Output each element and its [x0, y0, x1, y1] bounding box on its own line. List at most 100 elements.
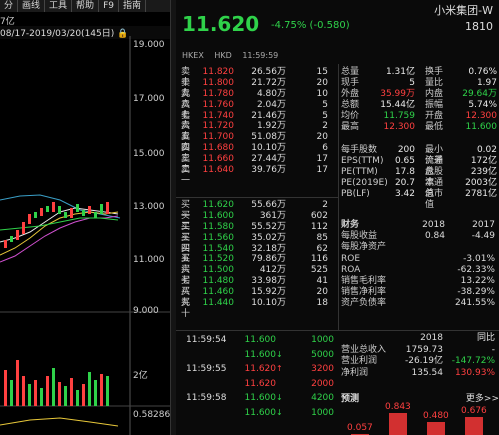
panel-divider[interactable]	[170, 0, 176, 435]
finance-row: ROA -62.33%	[341, 265, 499, 276]
stat-value-2: 29.64万	[462, 89, 497, 99]
finance-value-2018	[401, 276, 445, 287]
tab-f9[interactable]: F9	[99, 0, 119, 12]
book-separator	[176, 197, 338, 198]
bid-row[interactable]: 买五 11.540 32.18万 62	[176, 243, 338, 265]
ask-row[interactable]: 卖三 11.680 10.10万 6	[176, 143, 338, 164]
finance-label: ROA	[341, 264, 361, 275]
level-label: 买九	[181, 287, 191, 309]
valuation-label: PB(LF)	[341, 189, 370, 199]
annual-value: 1759.73	[405, 344, 443, 355]
level-volume: 27.44万	[251, 154, 286, 165]
level-count: 15	[316, 67, 328, 77]
bid-row[interactable]: 买十 11.440 10.10万 18	[176, 298, 338, 319]
tab-minute[interactable]: 分	[0, 0, 19, 12]
bid-row[interactable]: 买二 11.600 361万 602	[176, 210, 338, 232]
tick-row[interactable]: 11:59:54 11.600 1000	[176, 333, 338, 348]
tab-draw-line[interactable]: 画线	[18, 0, 46, 12]
annual-header: 2018 同比	[341, 333, 499, 345]
level-price: 11.740	[202, 110, 235, 121]
bid-row[interactable]: 买三 11.580 55.52万 112	[176, 221, 338, 243]
level-price: 11.560	[202, 232, 235, 243]
ask-row[interactable]: 卖八 11.780 4.80万 10	[176, 88, 338, 110]
arrow-down-icon: ↓	[276, 407, 283, 417]
tab-guide[interactable]: 指南	[119, 0, 146, 12]
level-price: 11.700	[202, 132, 235, 143]
y-label-11: 11.000	[133, 255, 165, 265]
level-volume: 21.46万	[251, 110, 286, 121]
ask-row[interactable]: 卖七 11.760 2.04万 5	[176, 99, 338, 121]
bid-row[interactable]: 买八 11.480 33.98万 41	[176, 276, 338, 297]
macd-line	[0, 417, 119, 427]
annual-yoy: 同比	[476, 333, 495, 343]
level-count: 85	[316, 232, 328, 243]
level-volume: 2.04万	[256, 99, 286, 110]
finance-row: ROE -3.01%	[341, 254, 499, 265]
annual-row: 营业利润 -26.19亿 -147.72%	[341, 356, 499, 368]
kline-chart[interactable]: 分 画线 工具 帮助 F9 指南 7亿 08/17-2019/03/20(145…	[0, 0, 170, 435]
tab-tools[interactable]: 工具	[45, 0, 73, 12]
tick-list[interactable]: 11:59:54 11.600 1000 11.600 ↓ 5000 11:59:55 11.…	[176, 333, 338, 421]
forecast-more-link[interactable]: 更多>>	[465, 394, 499, 404]
valuation-label-2: 总股本	[425, 167, 444, 188]
level-volume: 51.08万	[251, 132, 286, 143]
forecast-bar-label: 0.480	[423, 411, 449, 421]
tick-volume: 5000	[311, 349, 334, 360]
stat-label: 最高	[341, 122, 360, 132]
ma-line-green	[0, 217, 119, 231]
y-label-17: 17.000	[133, 94, 165, 104]
level-label: 买三	[181, 221, 191, 243]
forecast-bar	[465, 417, 483, 435]
level-volume: 4.80万	[256, 88, 286, 99]
valuation-row: PE(2019E) 20.7 流通值 2003亿	[341, 178, 499, 199]
tick-row[interactable]: 11.600 ↓ 1000	[176, 406, 338, 421]
finance-header: 财务 2018 2017	[341, 220, 499, 231]
valuation-label-2: 流通盘	[425, 156, 444, 177]
tick-row[interactable]: 11.620 2000	[176, 377, 338, 392]
stats-table: 总量 1.31亿 换手 0.76% 现手 5 量比 1.97 外盘 35.99万 内盘 29.64万总…	[341, 67, 499, 133]
tick-price: 11.620	[244, 364, 277, 375]
ask-row[interactable]: 卖九 11.800 21.72万 20	[176, 78, 338, 99]
vol-label: 2亿	[133, 371, 148, 381]
finance-value-2018	[401, 265, 445, 276]
level-volume: 361万	[259, 210, 286, 221]
level-volume: 1.92万	[256, 121, 286, 132]
ask-row[interactable]: 卖六 11.740 21.46万 5	[176, 110, 338, 132]
ask-row[interactable]: 卖十 11.820 26.56万 15	[176, 67, 338, 88]
level-label: 买二	[181, 210, 191, 232]
ask-row[interactable]: 卖二 11.660 27.44万 17	[176, 154, 338, 175]
tick-row[interactable]: 11:59:58 11.600 ↓ 4200	[176, 391, 338, 406]
finance-label: 销售净利率	[341, 287, 387, 298]
ask-row[interactable]: 卖四 11.700 51.08万 20	[176, 132, 338, 153]
bid-row[interactable]: 买四 11.560 35.02万 85	[176, 232, 338, 254]
level-label: 买六	[181, 254, 191, 276]
level-volume: 33.98万	[251, 276, 286, 287]
bid-row[interactable]: 买一 11.620 55.66万 2	[176, 200, 338, 221]
tick-row[interactable]: 11.600 ↓ 5000	[176, 348, 338, 363]
ask-row[interactable]: 卖一 11.640 39.76万 17	[176, 165, 338, 186]
bid-row[interactable]: 买七 11.500 412万 525	[176, 265, 338, 286]
level-count: 116	[310, 254, 328, 265]
level-label: 买五	[181, 243, 191, 265]
valuation-label: PE(2019E)	[341, 178, 388, 188]
level-volume: 55.66万	[251, 200, 286, 210]
level-label: 买十	[181, 298, 191, 319]
level-volume: 10.10万	[251, 143, 286, 154]
tab-help[interactable]: 帮助	[72, 0, 100, 12]
finance-label: 每股净资产	[341, 242, 387, 253]
ask-row[interactable]: 卖五 11.720 1.92万 2	[176, 121, 338, 142]
finance-row: 销售净利率 -38.29%	[341, 287, 499, 298]
tick-row[interactable]: 11:59:55 11.620 ↑ 3200	[176, 362, 338, 377]
level-label: 买四	[181, 232, 191, 254]
chart-canvas	[0, 36, 170, 435]
level-count: 41	[316, 276, 328, 287]
lock-icon[interactable]: 🔒	[117, 29, 129, 39]
level-volume: 32.18万	[251, 243, 286, 254]
stat-value-2: 5.74%	[468, 100, 497, 110]
vertical-separator	[338, 64, 339, 330]
quote-time: 11:59:59	[242, 51, 279, 60]
valuation-value: 20.7	[394, 178, 415, 188]
stat-label: 均价	[341, 111, 360, 121]
bid-row[interactable]: 买九 11.460 15.92万 20	[176, 287, 338, 309]
bid-row[interactable]: 买六 11.520 79.86万 116	[176, 254, 338, 276]
